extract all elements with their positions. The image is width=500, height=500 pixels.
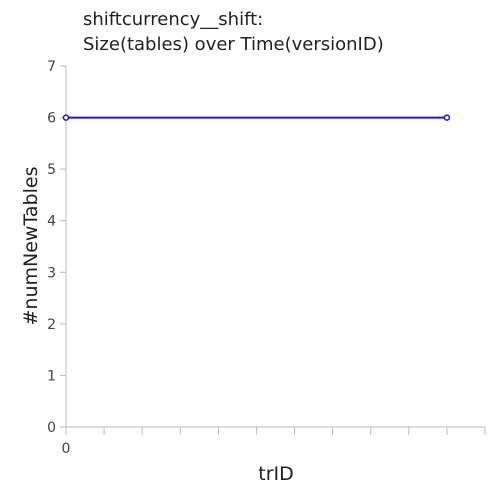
data-point: [443, 114, 451, 121]
y-axis-ticks: 0 1 2 3 4 5 6 7: [47, 59, 66, 436]
axes: [65, 66, 485, 428]
data-point: [62, 114, 70, 121]
x-tick-label: 0: [62, 441, 71, 457]
y-tick-label: 1: [47, 368, 56, 384]
x-axis-ticks: 0: [62, 427, 486, 457]
y-tick-label: 4: [47, 214, 56, 230]
y-tick-label: 0: [47, 420, 56, 436]
chart-title-line-2: Size(tables) over Time(versionID): [83, 34, 384, 55]
y-axis-label: #numNewTables: [20, 167, 42, 326]
series-group: [62, 114, 451, 121]
chart-title: shiftcurrency__shift: Size(tables) over …: [83, 9, 384, 55]
y-tick-label: 6: [47, 111, 56, 127]
chart-title-line-1: shiftcurrency__shift:: [83, 9, 263, 30]
y-tick-label: 3: [47, 265, 56, 281]
x-axis-label: trID: [258, 463, 294, 485]
y-tick-label: 7: [47, 59, 56, 75]
y-tick-label: 2: [47, 317, 56, 333]
y-tick-label: 5: [47, 162, 56, 178]
